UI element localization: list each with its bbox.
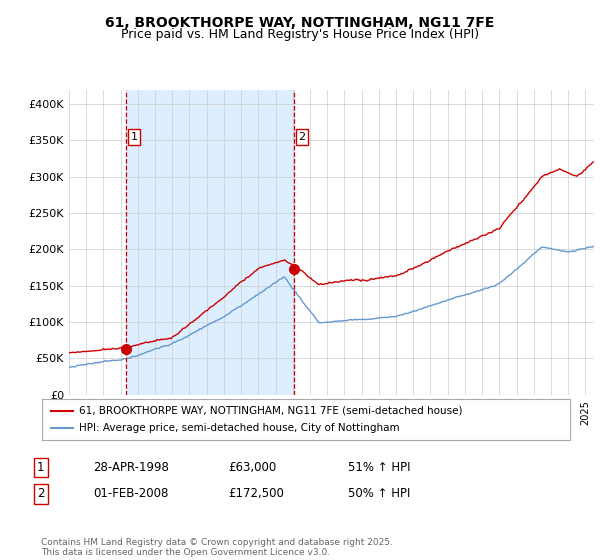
Bar <box>127 90 294 395</box>
Text: £63,000: £63,000 <box>228 461 276 474</box>
Text: 1: 1 <box>131 132 137 142</box>
Text: 50% ↑ HPI: 50% ↑ HPI <box>348 487 410 501</box>
Text: 28-APR-1998: 28-APR-1998 <box>93 461 169 474</box>
Text: 51% ↑ HPI: 51% ↑ HPI <box>348 461 410 474</box>
Text: 61, BROOKTHORPE WAY, NOTTINGHAM, NG11 7FE: 61, BROOKTHORPE WAY, NOTTINGHAM, NG11 7F… <box>106 16 494 30</box>
Text: Price paid vs. HM Land Registry's House Price Index (HPI): Price paid vs. HM Land Registry's House … <box>121 28 479 41</box>
Text: 2: 2 <box>298 132 305 142</box>
Text: HPI: Average price, semi-detached house, City of Nottingham: HPI: Average price, semi-detached house,… <box>79 423 400 433</box>
Text: £172,500: £172,500 <box>228 487 284 501</box>
Text: 2: 2 <box>37 487 44 501</box>
Text: 1: 1 <box>37 461 44 474</box>
Text: Contains HM Land Registry data © Crown copyright and database right 2025.
This d: Contains HM Land Registry data © Crown c… <box>41 538 392 557</box>
Text: 01-FEB-2008: 01-FEB-2008 <box>93 487 169 501</box>
Text: 61, BROOKTHORPE WAY, NOTTINGHAM, NG11 7FE (semi-detached house): 61, BROOKTHORPE WAY, NOTTINGHAM, NG11 7F… <box>79 405 463 416</box>
